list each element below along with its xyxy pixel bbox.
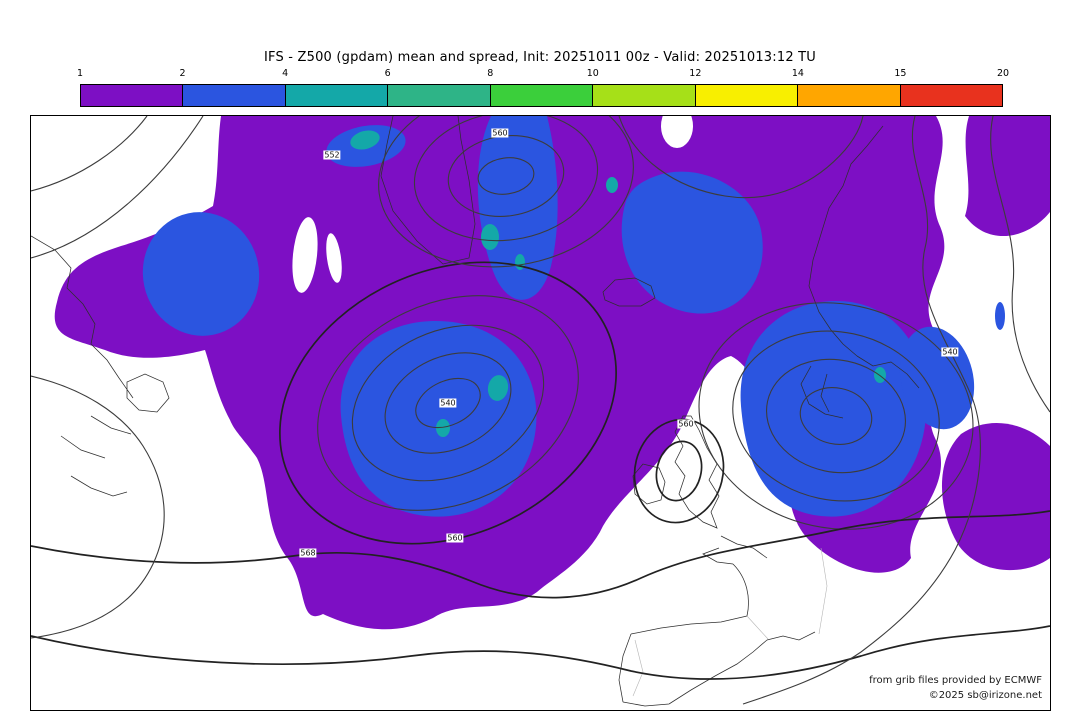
colorbar-tick-label: 8 bbox=[487, 68, 494, 79]
colorbar-cell bbox=[695, 85, 799, 106]
colorbar-tick-label: 20 bbox=[996, 68, 1010, 79]
colorbar-tick-label: 14 bbox=[791, 68, 804, 79]
credit-source: from grib files provided by ECMWF bbox=[869, 675, 1042, 686]
chart-title: IFS - Z500 (gpdam) mean and spread, Init… bbox=[264, 50, 816, 65]
colorbar-tick-label: 15 bbox=[894, 68, 907, 79]
coastlines bbox=[31, 116, 920, 707]
credits: from grib files provided by ECMWF ©2025 … bbox=[869, 673, 1042, 703]
colorbar-tick-label: 12 bbox=[689, 68, 702, 79]
colorbar-cell bbox=[388, 85, 491, 106]
colorbar-cells bbox=[80, 84, 1003, 107]
colorbar-tick-label: 2 bbox=[179, 68, 186, 79]
colorbar-cell bbox=[900, 85, 1002, 106]
colorbar-tick-label: 4 bbox=[282, 68, 289, 79]
colorbar-cell bbox=[285, 85, 389, 106]
colorbar-cell bbox=[81, 85, 184, 106]
colorbar-cell bbox=[798, 85, 901, 106]
colorbar-cell bbox=[183, 85, 286, 106]
map-panel: 552 560 540 560 568 540 560 from grib files pr… bbox=[30, 115, 1051, 711]
colorbar-tick-label: 6 bbox=[384, 68, 391, 79]
spread-fill-holes bbox=[292, 116, 693, 293]
colorbar-tick-label: 1 bbox=[76, 68, 84, 79]
spread-fill-2-4 bbox=[142, 116, 1005, 517]
colorbar-tick-label: 10 bbox=[586, 68, 599, 79]
colorbar-cell bbox=[490, 85, 594, 106]
spread-fill-4-6 bbox=[350, 130, 886, 437]
weather-map-svg bbox=[31, 116, 1050, 707]
z500-contours bbox=[31, 116, 1050, 705]
colorbar-cell bbox=[593, 85, 696, 106]
credit-copyright: ©2025 sb@irizone.net bbox=[928, 690, 1042, 701]
colorbar-ticks: 1 2 4 6 8 10 12 14 15 20 bbox=[76, 68, 1009, 80]
